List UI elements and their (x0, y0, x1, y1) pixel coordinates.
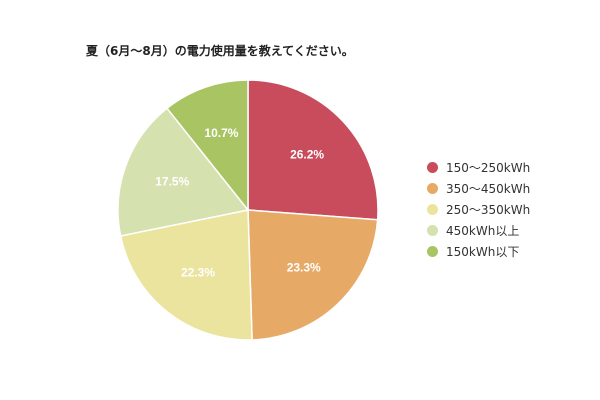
pie-slice-3 (117, 107, 250, 237)
pie-slice-4 (165, 79, 249, 213)
pie-data-label-1: 23.3% (287, 260, 321, 274)
pie-data-label-3: 17.5% (155, 175, 189, 189)
legend-item-4: 150kWh以下 (427, 241, 530, 262)
legend-item-1: 350〜450kWh (427, 178, 530, 199)
pie-data-label-0: 26.2% (290, 147, 324, 161)
legend: 150〜250kWh 350〜450kWh 250〜350kWh 450kWh以上 15… (427, 157, 530, 262)
legend-item-2: 250〜350kWh (427, 199, 530, 220)
legend-label: 450kWh以上 (446, 224, 520, 238)
legend-swatch-icon (427, 204, 438, 215)
legend-label: 250〜350kWh (446, 203, 531, 217)
pie-slice-1 (247, 209, 379, 341)
pie-slices (117, 79, 379, 341)
legend-item-0: 150〜250kWh (427, 157, 530, 178)
legend-swatch-icon (427, 162, 438, 173)
pie-data-label-4: 10.7% (204, 126, 238, 140)
legend-label: 350〜450kWh (446, 182, 531, 196)
legend-swatch-icon (427, 225, 438, 236)
legend-label: 150〜250kWh (446, 161, 531, 175)
pie-slice-2 (119, 209, 253, 341)
legend-swatch-icon (427, 246, 438, 257)
legend-label: 150kWh以下 (446, 245, 520, 259)
chart-title: 夏（6月〜8月）の電力使用量を教えてください。 (86, 44, 354, 58)
legend-swatch-icon (427, 183, 438, 194)
pie-data-labels: 26.2% 23.3% 22.3% 17.5% 10.7% (155, 126, 324, 279)
pie-data-label-2: 22.3% (181, 265, 215, 279)
pie-slice-0 (247, 79, 379, 221)
legend-item-3: 450kWh以上 (427, 220, 530, 241)
